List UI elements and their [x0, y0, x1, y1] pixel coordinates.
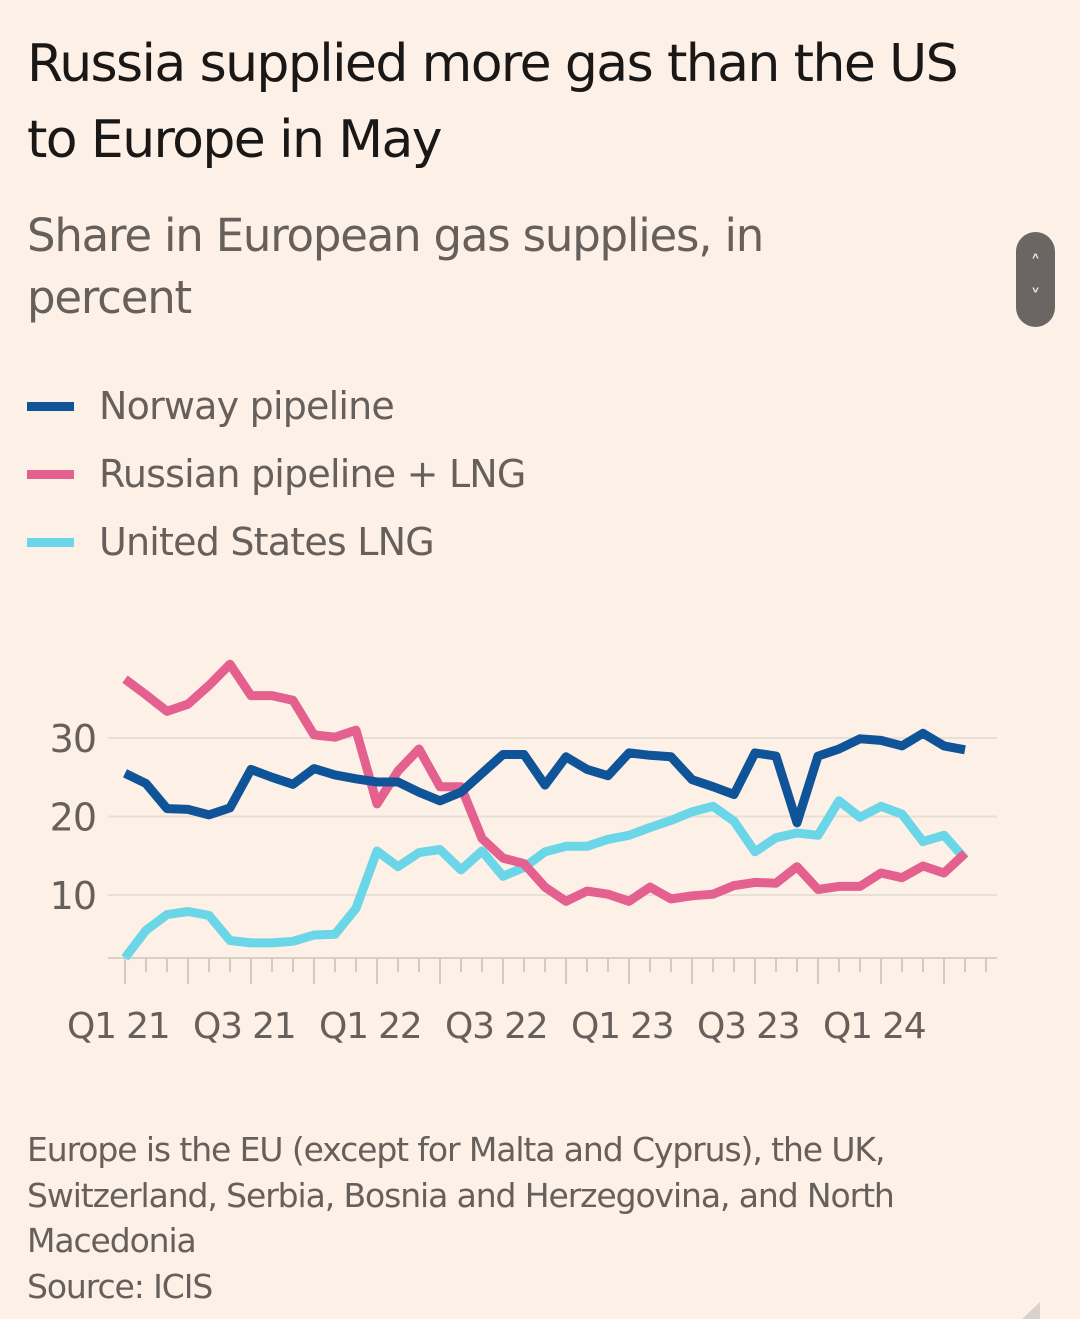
- resize-handle-icon: [1022, 1302, 1040, 1319]
- chart-subtitle: Share in European gas supplies, in perce…: [27, 209, 764, 324]
- x-tick-label: Q1 24: [823, 1006, 926, 1047]
- series-lines: [121, 659, 969, 961]
- series-line-russian-pipeline-lng: [122, 659, 969, 906]
- x-tick-label: Q1 23: [571, 1006, 674, 1047]
- legend-label: Russian pipeline + LNG: [99, 452, 526, 496]
- line-chart: Q1 21 Q3 21 Q1 22 Q3 22 Q1 23 Q3 23 Q1 24 10 20…: [50, 659, 997, 1047]
- footnote-note: Europe is the EU (except for Malta and C…: [27, 1130, 895, 1260]
- series-line-norway-pipeline: [123, 728, 966, 828]
- x-tick-label: Q1 22: [319, 1006, 422, 1047]
- series-line-united-states-lng: [121, 796, 969, 961]
- chevron-up-icon[interactable]: ˄: [1030, 251, 1041, 275]
- legend-item-russia: Russian pipeline + LNG: [27, 440, 526, 508]
- chevron-down-icon[interactable]: ˅: [1030, 285, 1041, 309]
- chart-legend: Norway pipeline Russian pipeline + LNG U…: [27, 372, 526, 576]
- legend-item-norway: Norway pipeline: [27, 372, 526, 440]
- legend-swatch-us: [27, 537, 74, 547]
- x-tick-label: Q3 21: [193, 1006, 296, 1047]
- y-tick-label: 10: [50, 874, 96, 918]
- chart-footnote: Europe is the EU (except for Malta and C…: [27, 1127, 1027, 1309]
- y-axis-labels: 10 20 30: [50, 717, 97, 918]
- legend-swatch-norway: [27, 401, 74, 411]
- chart-title: Russia supplied more gas than the US to …: [27, 34, 959, 170]
- footnote-source: Source: ICIS: [27, 1266, 213, 1306]
- legend-label: Norway pipeline: [99, 384, 395, 428]
- legend-label: United States LNG: [99, 520, 435, 564]
- scroll-navigation-control[interactable]: ˄ ˅: [1016, 232, 1055, 327]
- y-tick-label: 30: [50, 717, 96, 761]
- x-tick-label: Q3 22: [445, 1006, 548, 1047]
- x-axis: Q1 21 Q3 21 Q1 22 Q3 22 Q1 23 Q3 23 Q1 24: [67, 957, 997, 1047]
- legend-item-us: United States LNG: [27, 508, 526, 576]
- x-tick-label: Q1 21: [67, 1006, 170, 1047]
- x-tick-label: Q3 23: [697, 1006, 800, 1047]
- y-tick-label: 20: [50, 796, 96, 840]
- legend-swatch-russia: [27, 469, 74, 479]
